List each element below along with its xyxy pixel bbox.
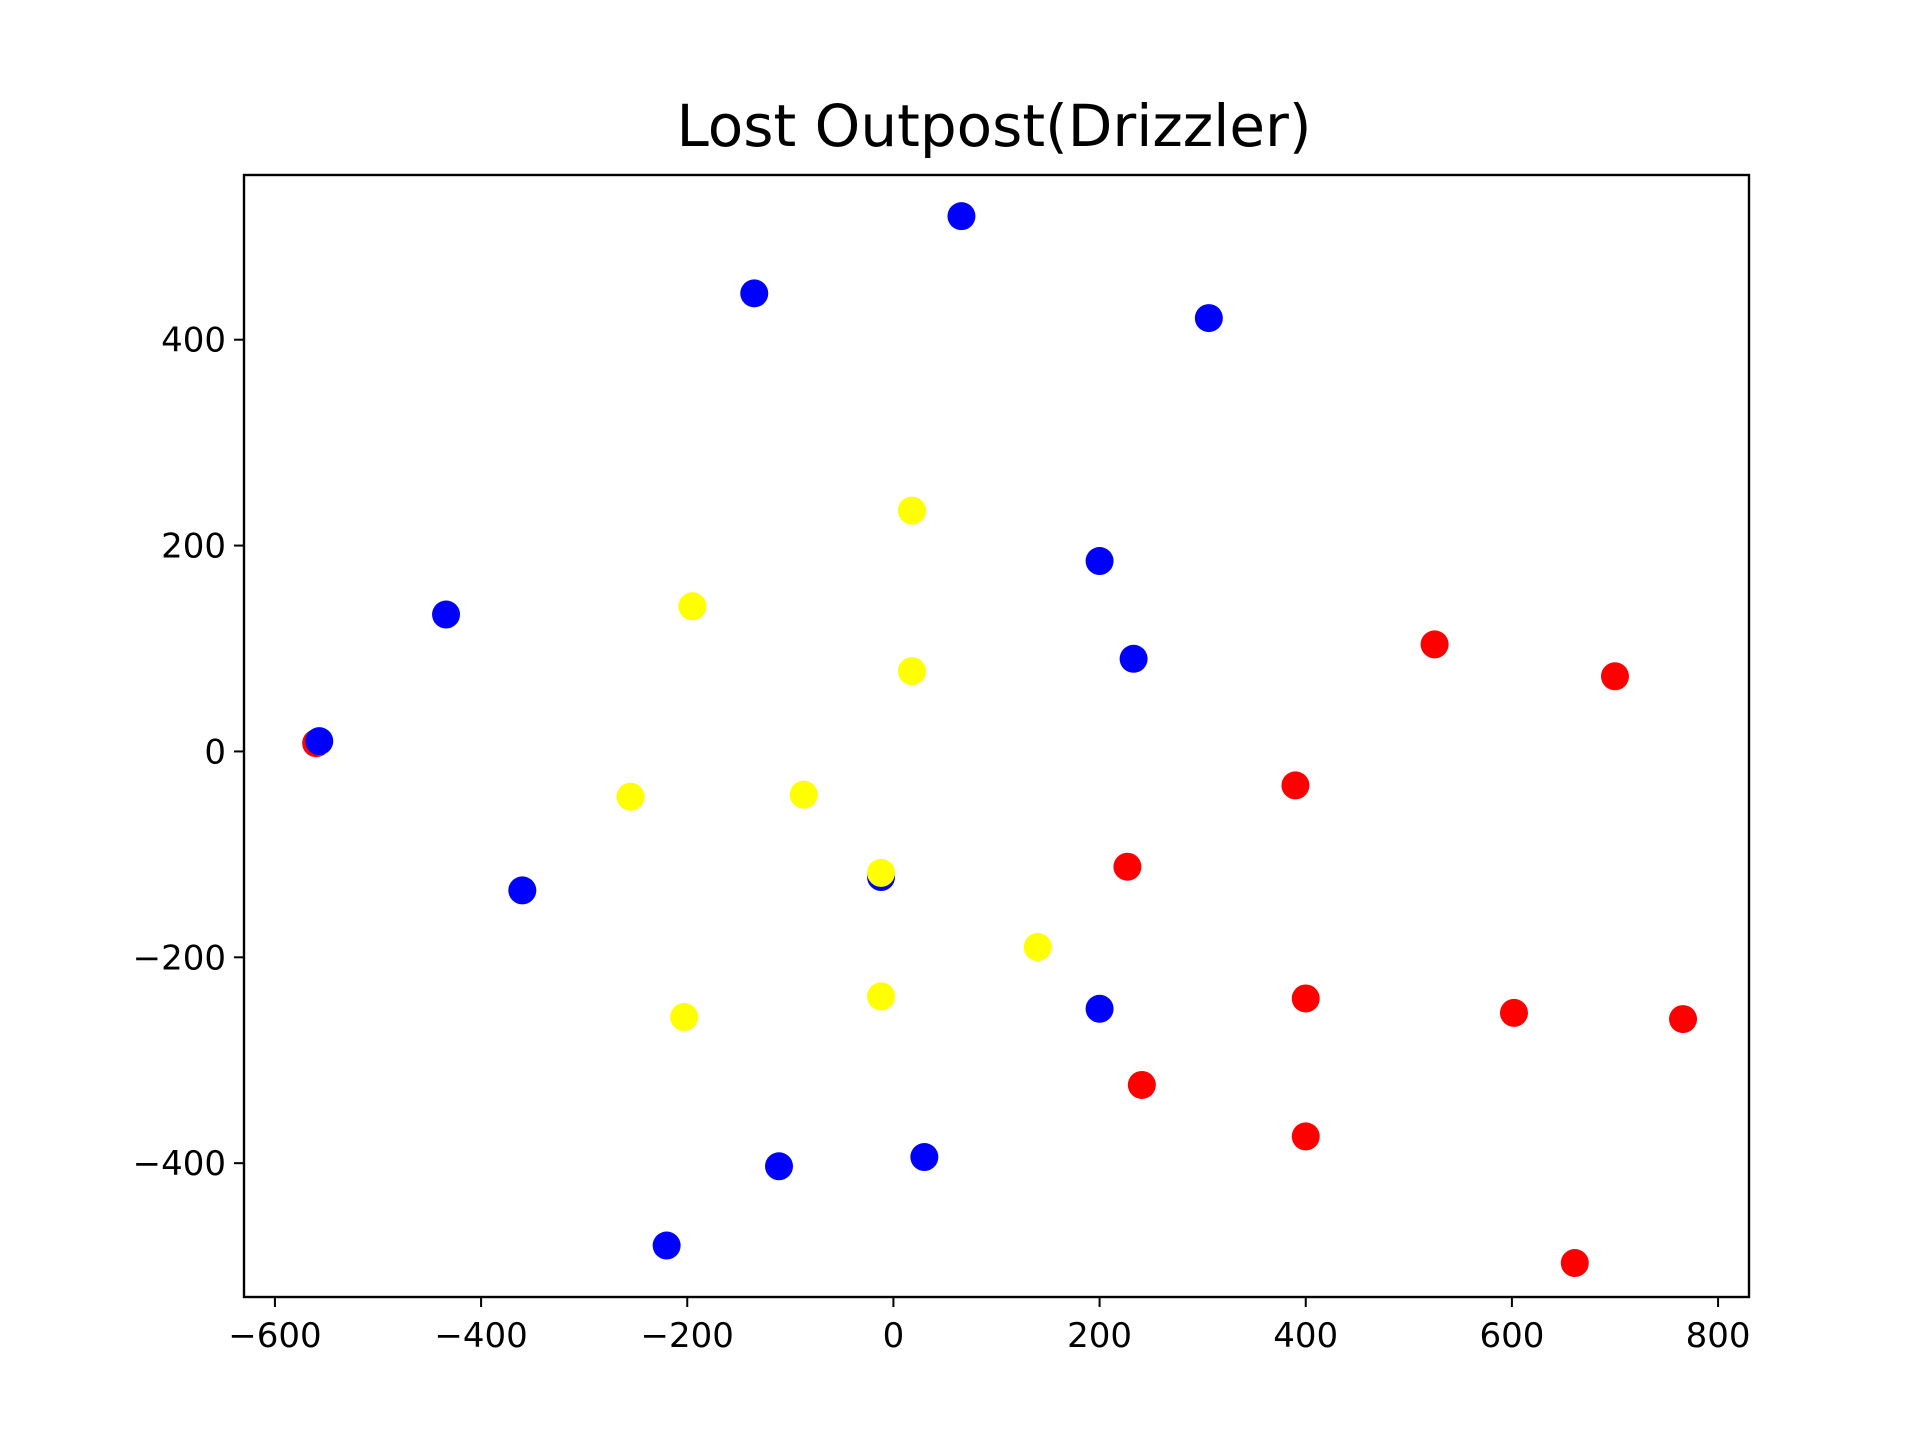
scatter-point xyxy=(1119,644,1148,673)
scatter-point xyxy=(616,782,645,811)
x-axis: −600 −400 −200 0 200 400 600 800 xyxy=(228,1297,1751,1356)
plot-frame xyxy=(242,173,1751,1299)
scatter-point xyxy=(789,780,818,809)
x-tick-label: 200 xyxy=(1067,1316,1132,1356)
scatter-point xyxy=(1560,1249,1589,1278)
y-tick-label: −400 xyxy=(133,1144,226,1184)
y-axis: −400 −200 0 200 400 xyxy=(133,321,244,1184)
scatter-point xyxy=(1085,547,1114,576)
scatter-point xyxy=(1600,662,1629,691)
y-tick-label: 400 xyxy=(161,321,226,361)
scatter-point xyxy=(1194,304,1223,333)
scatter-point xyxy=(1420,630,1449,659)
y-tick-label: −200 xyxy=(133,938,226,978)
scatter-point xyxy=(867,982,896,1011)
scatter-point xyxy=(1113,852,1142,881)
x-tick-label: −400 xyxy=(434,1316,527,1356)
scatter-point xyxy=(947,202,976,231)
plot-points xyxy=(302,202,1698,1278)
scatter-point xyxy=(1291,1122,1320,1151)
scatter-point xyxy=(1023,933,1052,962)
x-tick-label: 0 xyxy=(883,1316,905,1356)
scatter-point xyxy=(1291,984,1320,1013)
scatter-point xyxy=(897,657,926,686)
x-tick-label: 400 xyxy=(1273,1316,1338,1356)
scatter-point xyxy=(1499,998,1528,1027)
scatter-point xyxy=(508,876,537,905)
x-tick-label: 600 xyxy=(1479,1316,1544,1356)
y-tick-label: 0 xyxy=(204,732,226,772)
scatter-point xyxy=(1127,1070,1156,1099)
x-tick-label: −200 xyxy=(641,1316,734,1356)
scatter-point xyxy=(432,600,461,629)
scatter-point xyxy=(678,592,707,621)
scatter-point xyxy=(1085,994,1114,1023)
x-tick-label: 800 xyxy=(1686,1316,1751,1356)
scatter-point xyxy=(652,1231,681,1260)
scatter-series xyxy=(302,630,1698,1278)
scatter-point xyxy=(764,1152,793,1181)
x-tick-label: −600 xyxy=(228,1316,321,1356)
scatter-series xyxy=(616,496,1052,1032)
y-tick-label: 200 xyxy=(161,527,226,567)
scatter-point xyxy=(867,858,896,887)
scatter-point xyxy=(1669,1005,1698,1034)
scatter-point xyxy=(305,727,334,756)
scatter-series xyxy=(305,202,1223,1260)
scatter-point xyxy=(897,496,926,525)
scatter-point xyxy=(740,279,769,308)
scatter-point xyxy=(670,1003,699,1032)
chart-title: Lost Outpost(Drizzler) xyxy=(677,92,1312,160)
scatter-point xyxy=(910,1143,939,1172)
scatter-point xyxy=(1281,771,1310,800)
